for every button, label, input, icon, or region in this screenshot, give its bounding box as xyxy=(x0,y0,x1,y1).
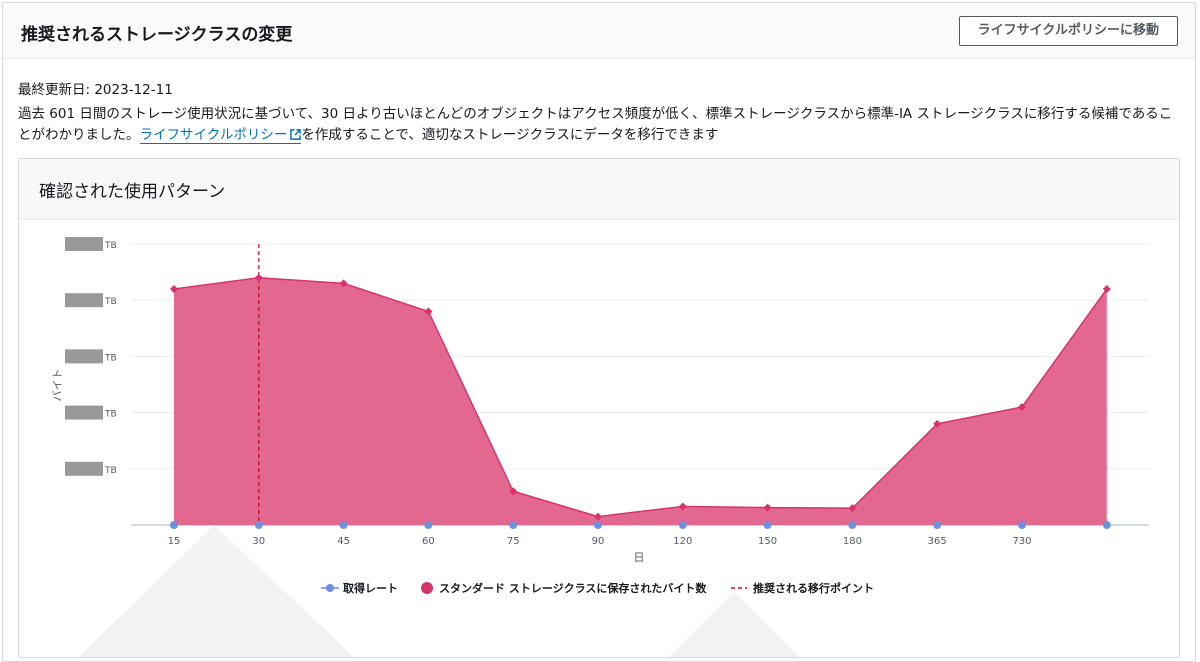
x-tick-label: 15 xyxy=(168,536,181,547)
retrieval-rate-point xyxy=(1102,521,1111,529)
lifecycle-policy-link[interactable]: ライフサイクルポリシー xyxy=(139,127,302,144)
legend-stored-bytes-swatch xyxy=(421,582,433,594)
go-to-lifecycle-policy-button[interactable]: ライフサイクルポリシーに移動 xyxy=(958,16,1178,46)
x-tick-label: 365 xyxy=(928,536,947,547)
stored-bytes-point xyxy=(424,307,433,316)
x-tick-label: 30 xyxy=(252,536,265,547)
external-link-icon xyxy=(290,129,302,140)
y-tick-label: TB xyxy=(104,353,117,363)
stored-bytes-point xyxy=(1018,402,1026,411)
stored-bytes-line xyxy=(173,276,1108,518)
stored-bytes-point xyxy=(339,279,348,288)
retrieval-rate-point xyxy=(763,521,772,529)
description-text-2: を作成することで、適切なストレージクラスにデータを移行できます xyxy=(301,127,719,143)
x-axis-title: 日 xyxy=(634,551,645,564)
stored-bytes-area xyxy=(174,277,1107,525)
retrieval-rate-point xyxy=(1018,521,1026,529)
stored-bytes-point xyxy=(170,284,178,293)
redacted-tick-value xyxy=(65,293,103,308)
usage-pattern-chart: TB TB TB TB TB バイト 15 30 45 60 75 90 120 150 180 365 73… xyxy=(51,237,1149,657)
y-tick-label: TB xyxy=(104,241,117,251)
recommendation-description: 過去 601 日間のストレージ使用状況に基づいて、30 日より古いほとんどのオブ… xyxy=(18,104,1178,146)
lifecycle-policy-link-text: ライフサイクルポリシー xyxy=(139,127,288,143)
retrieval-rate-point xyxy=(678,521,687,529)
retrieval-rate-point xyxy=(424,521,433,529)
retrieval-rate-point xyxy=(933,521,942,529)
x-tick-label: 75 xyxy=(507,536,520,547)
decorative-shape xyxy=(79,525,354,657)
x-tick-label: 180 xyxy=(843,536,862,547)
panel-header: 推奨されるストレージクラスの変更 ライフサイクルポリシーに移動 xyxy=(3,3,1195,59)
redacted-tick-value xyxy=(65,349,103,364)
retrieval-rate-point xyxy=(339,521,348,529)
stored-bytes-point xyxy=(678,502,687,511)
usage-pattern-card: 確認された使用パターン TB TB TB TB TB バイト 15 30 45 60 75 90 12… xyxy=(18,158,1180,658)
y-axis-title: バイト xyxy=(51,369,64,402)
legend-transition-label: 推奨される移行ポイント xyxy=(753,581,874,595)
x-tick-label: 60 xyxy=(422,536,435,547)
retrieval-rate-point xyxy=(254,521,263,529)
stored-bytes-point xyxy=(1102,284,1111,293)
y-tick-label: TB xyxy=(104,410,117,420)
x-tick-label: 730 xyxy=(1012,536,1031,547)
last-updated: 最終更新日: 2023-12-11 xyxy=(18,82,173,98)
x-tick-label: 45 xyxy=(337,536,350,547)
x-tick-label: 120 xyxy=(673,536,692,547)
stored-bytes-point xyxy=(509,487,518,496)
redacted-tick-value xyxy=(65,237,103,251)
retrieval-rate-point xyxy=(848,521,857,529)
stored-bytes-point xyxy=(763,503,772,512)
stored-bytes-point xyxy=(933,419,942,428)
x-tick-label: 150 xyxy=(758,536,777,547)
usage-pattern-title: 確認された使用パターン xyxy=(39,182,226,202)
stored-bytes-point xyxy=(848,504,857,513)
x-tick-label: 90 xyxy=(592,536,605,547)
page-title: 推奨されるストレージクラスの変更 xyxy=(21,25,293,45)
y-tick-label: TB xyxy=(104,466,117,476)
usage-pattern-card-header: 確認された使用パターン xyxy=(19,159,1179,220)
retrieval-rate-point xyxy=(170,521,178,529)
redacted-tick-value xyxy=(65,461,103,476)
y-tick-label: TB xyxy=(104,297,117,307)
legend-stored-bytes-label: スタンダード ストレージクラスに保存されたバイト数 xyxy=(439,581,707,595)
legend-retrieval-label: 取得レート xyxy=(343,581,398,595)
redacted-tick-value xyxy=(65,405,103,420)
legend-retrieval-swatch xyxy=(326,584,334,592)
decorative-shape xyxy=(669,592,799,657)
retrieval-rate-point xyxy=(594,521,602,529)
stored-bytes-point xyxy=(594,512,602,521)
description-text-1: 過去 601 日間のストレージ使用状況に基づいて、30 日より古いほとんどのオブ… xyxy=(18,106,1173,143)
retrieval-rate-point xyxy=(509,521,518,529)
